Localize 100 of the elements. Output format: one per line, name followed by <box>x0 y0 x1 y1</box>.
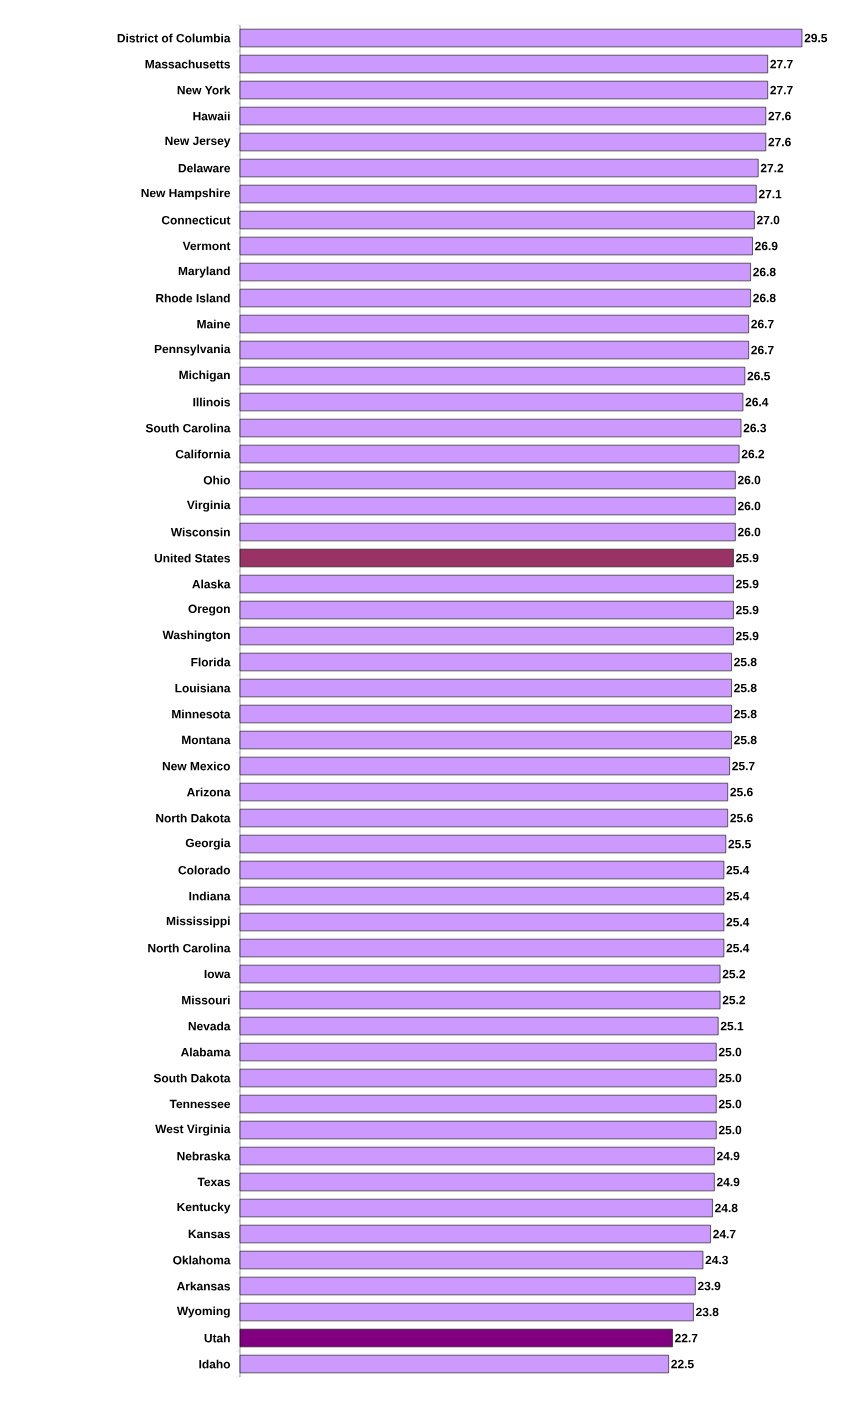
y-tick-label: Florida <box>191 657 231 667</box>
data-label: 27.0 <box>756 215 780 225</box>
y-tick-label: Vermont <box>182 241 231 251</box>
data-label: 24.7 <box>713 1229 736 1239</box>
y-tick-label: Montana <box>182 735 231 745</box>
data-label: 27.1 <box>758 189 782 199</box>
data-label: 25.4 <box>726 943 750 953</box>
data-label: 24.8 <box>715 1203 738 1213</box>
data-label: 25.0 <box>718 1099 742 1109</box>
data-label: 26.5 <box>747 371 770 381</box>
data-label: 27.6 <box>768 111 791 121</box>
y-tick-label: Alaska <box>192 579 231 589</box>
y-tick-label: Indiana <box>189 891 231 901</box>
data-label: 26.2 <box>741 449 765 459</box>
data-label: 24.9 <box>716 1151 740 1161</box>
y-tick-label: Maryland <box>178 266 230 278</box>
data-label: 25.0 <box>718 1125 742 1135</box>
data-label: 24.9 <box>716 1177 740 1187</box>
y-tick-label: Massachusetts <box>145 59 230 69</box>
data-label: 25.5 <box>728 839 751 849</box>
data-label: 24.3 <box>705 1255 728 1265</box>
y-tick-label: Texas <box>197 1177 230 1187</box>
y-tick-label: Illinois <box>193 397 230 407</box>
data-label: 22.7 <box>675 1333 698 1343</box>
data-label: 26.7 <box>751 345 774 355</box>
y-tick-label: Arkansas <box>176 1281 230 1291</box>
y-tick-label: Nebraska <box>177 1151 231 1161</box>
data-label: 25.4 <box>726 865 750 875</box>
data-label: 27.6 <box>768 137 791 147</box>
y-tick-label: Virginia <box>186 500 231 512</box>
y-tick-label: Georgia <box>185 838 231 850</box>
data-label: 25.2 <box>722 995 746 1005</box>
data-label: 25.9 <box>736 553 759 563</box>
y-tick-label: New York <box>177 85 231 95</box>
y-tick-label: North Dakota <box>156 813 231 823</box>
data-label: 25.4 <box>726 917 750 927</box>
y-tick-label: District of Columbia <box>117 33 231 43</box>
data-label: 23.8 <box>696 1307 719 1317</box>
y-tick-label: Connecticut <box>161 215 231 225</box>
y-tick-label: South Dakota <box>153 1073 231 1083</box>
data-label: 25.8 <box>734 709 757 719</box>
data-label: 26.3 <box>743 423 767 433</box>
data-label: 25.2 <box>722 969 746 979</box>
y-tick-label: Wyoming <box>176 1306 230 1318</box>
data-label: 22.5 <box>671 1359 694 1369</box>
data-label: 25.9 <box>736 579 759 589</box>
data-label: 27.7 <box>770 59 793 69</box>
data-label: 25.8 <box>734 735 757 745</box>
data-label: 25.0 <box>718 1047 742 1057</box>
y-tick-label: Mississippi <box>166 916 230 928</box>
y-tick-label: Hawaii <box>193 111 230 121</box>
y-tick-label: United States <box>154 553 230 563</box>
y-tick-label: Missouri <box>182 995 230 1005</box>
y-tick-label: Maine <box>197 319 231 329</box>
data-label: 26.8 <box>753 267 776 277</box>
y-tick-label: Iowa <box>204 969 231 979</box>
y-tick-label: Michigan <box>179 370 230 382</box>
data-label: 25.0 <box>718 1073 742 1083</box>
y-tick-label: California <box>175 449 231 459</box>
data-label: 26.0 <box>737 475 761 485</box>
y-tick-label: Oregon <box>188 604 230 616</box>
y-tick-label: Pennsylvania <box>154 344 231 356</box>
y-tick-label: Arizona <box>186 787 231 797</box>
y-tick-label: North Carolina <box>148 943 231 953</box>
data-label: 27.7 <box>770 85 793 95</box>
data-label: 26.0 <box>737 527 761 537</box>
y-tick-label: Utah <box>204 1333 230 1343</box>
y-tick-label: Washington <box>162 630 230 642</box>
data-label: 25.9 <box>736 605 759 615</box>
data-label: 25.1 <box>720 1021 744 1031</box>
y-tick-label: Oklahoma <box>173 1255 231 1265</box>
data-label: 26.9 <box>755 241 778 251</box>
data-label: 25.7 <box>732 761 755 771</box>
y-tick-label: Alabama <box>180 1047 231 1057</box>
data-label: 26.7 <box>751 319 774 329</box>
y-tick-label: Kansas <box>188 1229 230 1239</box>
y-tick-label: Colorado <box>178 865 230 875</box>
data-label: 25.8 <box>734 683 757 693</box>
y-tick-label: West Virginia <box>155 1124 231 1136</box>
y-tick-label: Delaware <box>178 163 231 173</box>
data-label: 25.8 <box>734 657 757 667</box>
y-tick-label: Kentucky <box>177 1202 231 1214</box>
data-label: 26.4 <box>745 397 769 407</box>
y-tick-label: Louisiana <box>175 683 231 693</box>
y-tick-label: Minnesota <box>172 709 231 719</box>
data-label: 29.5 <box>804 33 828 43</box>
y-tick-label: New Jersey <box>165 136 231 148</box>
y-tick-label: New Hampshire <box>141 188 231 200</box>
y-tick-label: South Carolina <box>145 423 231 433</box>
data-label: 27.2 <box>760 163 784 173</box>
data-label: 25.6 <box>730 787 753 797</box>
y-tick-label: Wisconsin <box>170 527 230 537</box>
data-label: 26.8 <box>753 293 776 303</box>
y-tick-label: New Mexico <box>162 761 230 771</box>
y-tick-label: Ohio <box>203 475 231 485</box>
data-label: 25.6 <box>730 813 753 823</box>
data-label: 26.0 <box>737 501 761 511</box>
y-tick-label: Idaho <box>199 1359 231 1369</box>
y-tick-label: Rhode Island <box>156 293 230 303</box>
y-tick-label: Tennessee <box>169 1099 231 1109</box>
